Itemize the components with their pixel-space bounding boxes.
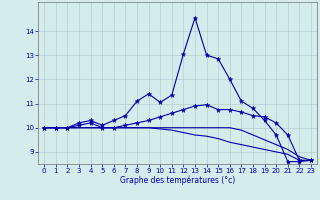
X-axis label: Graphe des températures (°c): Graphe des températures (°c)	[120, 176, 235, 185]
